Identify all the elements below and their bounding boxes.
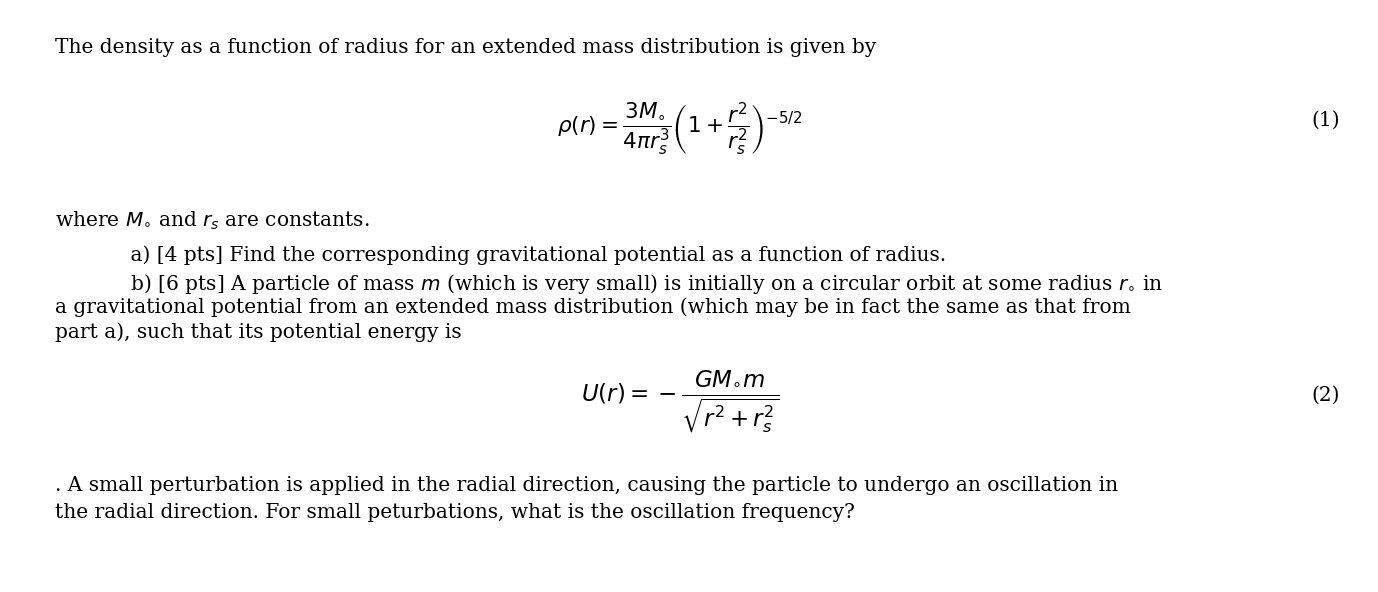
Text: where $M_{\circ}$ and $r_s$ are constants.: where $M_{\circ}$ and $r_s$ are constant… <box>55 210 369 232</box>
Text: (2): (2) <box>1312 385 1339 404</box>
Text: The density as a function of radius for an extended mass distribution is given b: The density as a function of radius for … <box>55 38 876 57</box>
Text: the radial direction. For small peturbations, what is the oscillation frequency?: the radial direction. For small peturbat… <box>55 503 854 522</box>
Text: (1): (1) <box>1312 111 1339 130</box>
Text: part a), such that its potential energy is: part a), such that its potential energy … <box>55 322 462 342</box>
Text: . A small perturbation is applied in the radial direction, causing the particle : . A small perturbation is applied in the… <box>55 476 1118 495</box>
Text: a) [4 pts] Find the corresponding gravitational potential as a function of radiu: a) [4 pts] Find the corresponding gravit… <box>105 245 947 265</box>
Text: $\rho(r) = \dfrac{3M_{\circ}}{4\pi r_s^3}\left(1 + \dfrac{r^2}{r_s^2}\right)^{-5: $\rho(r) = \dfrac{3M_{\circ}}{4\pi r_s^3… <box>557 100 802 157</box>
Text: b) [6 pts] A particle of mass $m$ (which is very small) is initially on a circul: b) [6 pts] A particle of mass $m$ (which… <box>105 272 1163 296</box>
Text: a gravitational potential from an extended mass distribution (which may be in fa: a gravitational potential from an extend… <box>55 297 1131 317</box>
Text: $U(r) = -\dfrac{GM_{\circ}m}{\sqrt{r^2 + r_s^2}}$: $U(r) = -\dfrac{GM_{\circ}m}{\sqrt{r^2 +… <box>582 368 779 435</box>
